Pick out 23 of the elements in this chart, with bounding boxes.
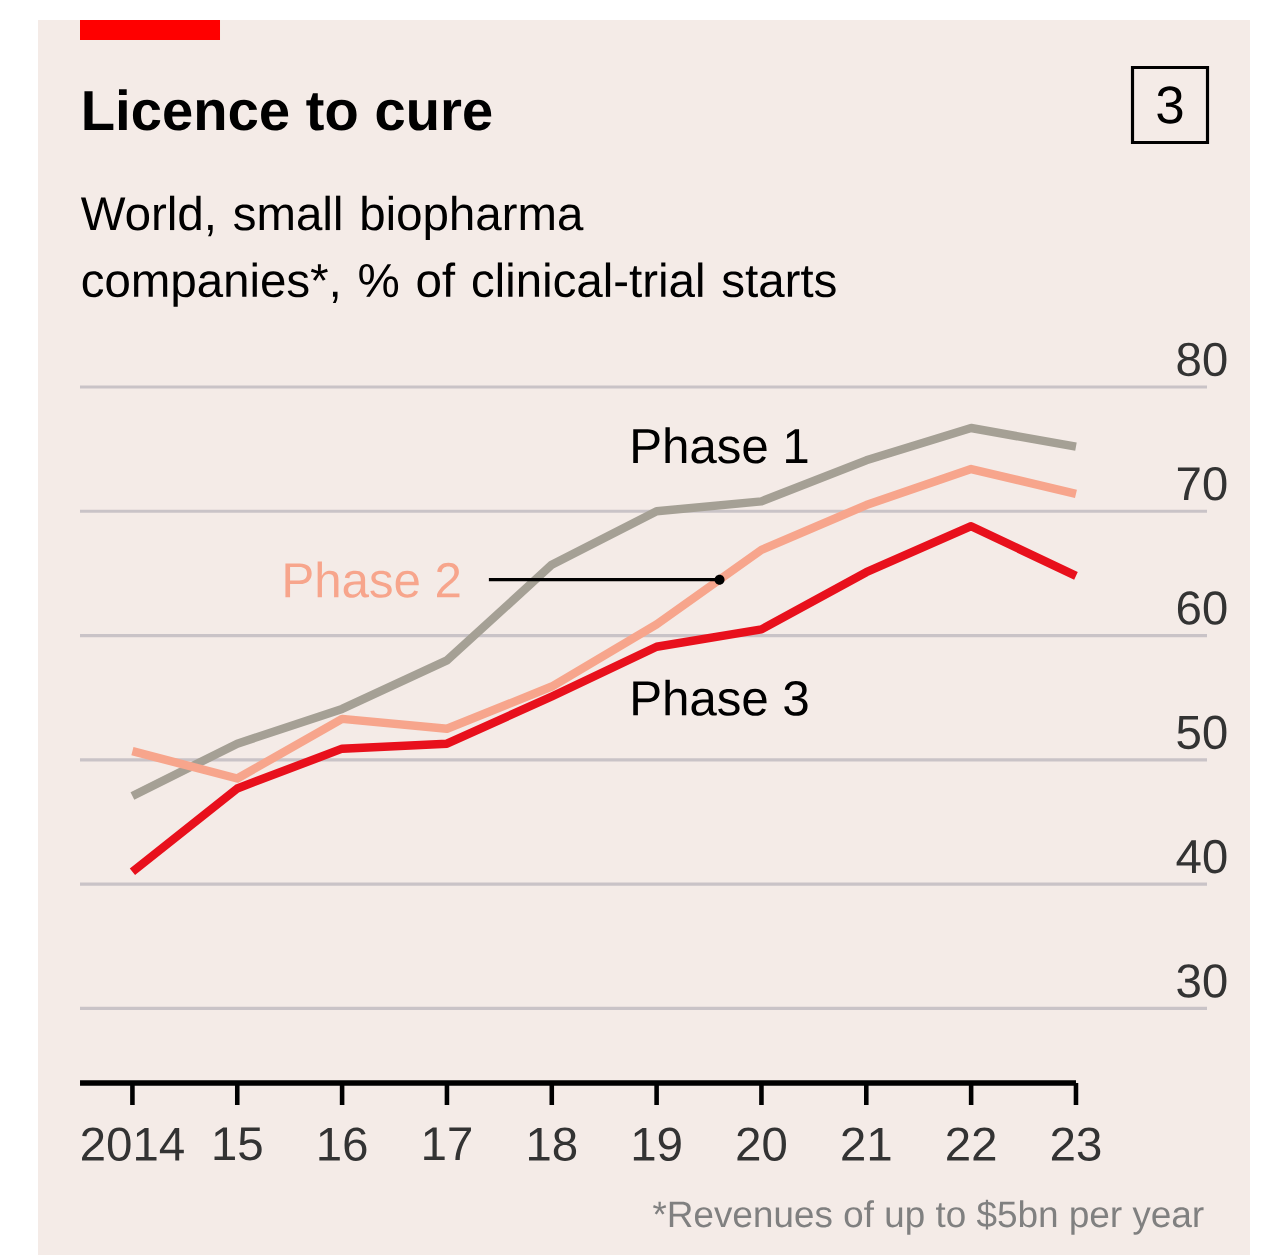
text: 3 <box>1157 86 1183 124</box>
y-tick-label: 70 <box>1177 467 1227 501</box>
y-tick-label: 50 <box>1177 715 1227 750</box>
x-tick-label: 18 <box>529 1127 577 1161</box>
y-tick-label: 30 <box>1177 964 1227 998</box>
x-tick-label: 19 <box>633 1127 681 1161</box>
series-label: Phase 3 <box>633 679 808 716</box>
text: Phase 2 <box>285 561 460 598</box>
x-tick-label: 16 <box>319 1127 367 1161</box>
text: *Revenues of up to $5bn per year <box>653 1199 1204 1235</box>
chart-subtitle: World, small biopharma companies*, % of clinical-trial starts <box>80 195 836 307</box>
series-label: Phase 1 <box>633 427 808 464</box>
x-tick-label: 23 <box>1051 1127 1101 1161</box>
y-tick-label: 40 <box>1176 839 1227 874</box>
x-tick-label: 20 <box>737 1127 786 1161</box>
chart-title: Licence to cure <box>84 89 492 131</box>
x-tick-label: 22 <box>947 1127 996 1161</box>
x-tick-label: 17 <box>424 1127 471 1161</box>
x-tick-label: 2014 <box>82 1127 184 1161</box>
x-tick-label: 15 <box>214 1127 262 1161</box>
y-tick-label: 80 <box>1177 342 1227 377</box>
x-tick-label: 21 <box>842 1127 891 1161</box>
y-tick-label: 60 <box>1177 591 1227 625</box>
